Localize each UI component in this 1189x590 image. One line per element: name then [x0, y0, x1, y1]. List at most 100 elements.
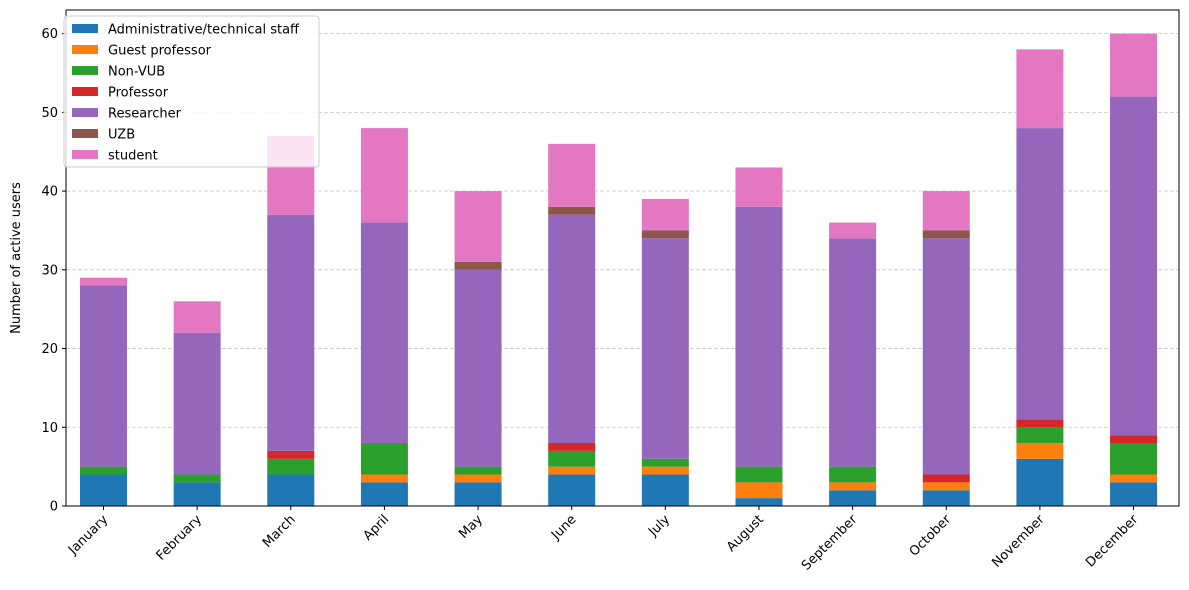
bar-segment-administrative-technical-staff-march [267, 474, 315, 506]
bar-segment-non-vub-december [1110, 443, 1158, 475]
bar-segment-uzb-july [641, 230, 689, 239]
legend-label: Researcher [108, 107, 182, 122]
x-tick-label: May [456, 512, 486, 542]
bar-segment-administrative-technical-staff-august [735, 498, 783, 506]
legend-swatch [72, 87, 98, 96]
bar-segment-uzb-june [548, 206, 596, 215]
bar-segment-researcher-march [267, 214, 315, 451]
bar-segment-administrative-technical-staff-may [454, 482, 502, 506]
bar-segment-researcher-october [922, 238, 970, 475]
bar-segment-guest-professor-october [922, 482, 970, 491]
bar-segment-student-august [735, 167, 783, 207]
bar-segment-researcher-november [1016, 128, 1064, 420]
bar-segment-researcher-may [454, 269, 502, 467]
bar-segment-researcher-september [829, 238, 877, 467]
bar-segment-guest-professor-june [548, 466, 596, 475]
bar-segment-student-april [360, 128, 408, 223]
bar-segment-administrative-technical-staff-october [922, 490, 970, 506]
legend-label: Professor [108, 86, 169, 101]
y-tick-label: 10 [41, 421, 58, 436]
y-tick-label: 60 [41, 27, 58, 42]
x-tick-label: March [260, 512, 299, 551]
bar-segment-professor-march [267, 450, 315, 459]
bar-segment-student-july [641, 198, 689, 231]
bar-segment-administrative-technical-staff-july [641, 474, 689, 506]
bar-segment-non-vub-july [641, 458, 689, 467]
bar-segment-professor-november [1016, 419, 1064, 428]
bar-segment-student-may [454, 191, 502, 262]
bar-segment-guest-professor-september [829, 482, 877, 491]
bar-segment-guest-professor-july [641, 466, 689, 475]
bar-segment-non-vub-august [735, 466, 783, 483]
bar-segment-non-vub-march [267, 458, 315, 475]
bar-segment-researcher-august [735, 206, 783, 467]
bar-segment-guest-professor-november [1016, 443, 1064, 459]
x-tick-label: November [989, 512, 1048, 571]
x-tick-label: April [361, 512, 393, 544]
bar-segment-guest-professor-december [1110, 474, 1158, 483]
plot-frame [65, 9, 1180, 507]
legend-box [63, 15, 320, 168]
x-tick-label: September [799, 512, 861, 574]
x-tick-label: February [154, 512, 206, 564]
x-tick-label: August [724, 512, 767, 555]
bar-segment-student-february [173, 301, 221, 333]
bar-segment-student-june [548, 143, 596, 207]
y-tick-label: 50 [41, 106, 58, 121]
bar-segment-student-december [1110, 33, 1158, 97]
legend-label: Guest professor [108, 44, 212, 59]
legend-swatch [72, 66, 98, 75]
x-tick-label: January [65, 512, 111, 558]
bar-segment-researcher-july [641, 238, 689, 459]
bar-segment-administrative-technical-staff-november [1016, 458, 1064, 506]
bar-segment-professor-october [922, 474, 970, 483]
legend-swatch [72, 108, 98, 117]
legend-swatch [72, 129, 98, 138]
bar-segment-professor-december [1110, 435, 1158, 444]
bar-segment-non-vub-september [829, 466, 877, 483]
legend-swatch [72, 45, 98, 54]
y-tick-label: 20 [41, 342, 58, 357]
bar-segment-student-november [1016, 49, 1064, 129]
y-tick-label: 30 [41, 263, 58, 278]
bar-segment-researcher-january [80, 285, 127, 467]
bar-segment-non-vub-april [360, 443, 408, 475]
bar-segment-non-vub-may [454, 466, 502, 475]
bar-segment-researcher-april [360, 222, 408, 444]
bar-segment-uzb-may [454, 261, 502, 270]
bar-segment-non-vub-november [1016, 427, 1064, 444]
bar-segment-non-vub-june [548, 450, 596, 467]
bar-segment-student-october [922, 191, 970, 231]
legend-swatch [72, 150, 98, 159]
legend-swatch [72, 24, 98, 33]
legend-label: student [108, 149, 158, 164]
bar-segment-researcher-december [1110, 96, 1158, 436]
bar-segment-researcher-february [173, 332, 221, 475]
x-tick-label: October [907, 512, 955, 560]
x-tick-label: July [645, 512, 673, 540]
bar-segment-guest-professor-august [735, 482, 783, 499]
legend-label: Non-VUB [108, 65, 165, 80]
x-tick-label: June [548, 512, 579, 543]
bar-segment-researcher-june [548, 214, 596, 444]
bar-segment-student-september [829, 222, 877, 239]
bar-segment-non-vub-january [80, 466, 127, 475]
bar-segment-administrative-technical-staff-september [829, 490, 877, 506]
bar-segment-guest-professor-may [454, 474, 502, 483]
bar-segment-administrative-technical-staff-june [548, 474, 596, 506]
bar-segment-non-vub-february [173, 474, 221, 483]
bar-segment-professor-june [548, 443, 596, 451]
legend-label: Administrative/technical staff [108, 23, 300, 38]
bar-segment-guest-professor-april [360, 474, 408, 483]
y-tick-label: 40 [41, 185, 58, 200]
legend-label: UZB [108, 128, 135, 143]
bar-segment-student-january [80, 277, 127, 286]
bar-segment-administrative-technical-staff-april [360, 482, 408, 506]
bar-segment-uzb-october [922, 230, 970, 239]
bar-segment-administrative-technical-staff-january [80, 474, 127, 506]
y-axis-label: Number of active users [9, 182, 24, 334]
x-tick-label: December [1083, 512, 1142, 571]
bar-segment-administrative-technical-staff-february [173, 482, 221, 506]
